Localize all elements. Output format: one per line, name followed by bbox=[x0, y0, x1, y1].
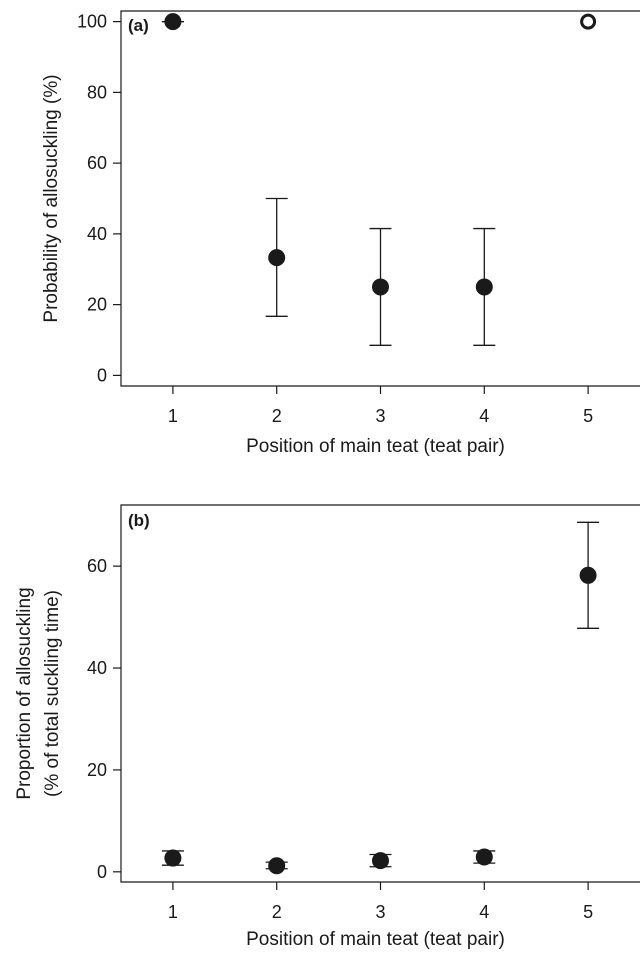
x-tick-label: 2 bbox=[272, 406, 282, 426]
y-tick-label: 20 bbox=[87, 760, 107, 780]
data-point bbox=[475, 278, 493, 296]
y-tick-label: 100 bbox=[77, 12, 107, 32]
x-tick-label: 1 bbox=[168, 406, 178, 426]
x-tick-label: 3 bbox=[375, 902, 385, 922]
y-axis-title: Probability of allosuckling (%) bbox=[41, 74, 62, 322]
y-tick-label: 60 bbox=[87, 556, 107, 576]
data-point bbox=[372, 852, 389, 870]
y-tick-label: 60 bbox=[87, 153, 107, 173]
data-point bbox=[268, 249, 286, 267]
x-tick-label: 2 bbox=[272, 902, 282, 922]
data-point-open bbox=[580, 13, 597, 30]
panel-label: (b) bbox=[128, 511, 150, 530]
x-tick-label: 5 bbox=[583, 406, 593, 426]
x-tick-label: 4 bbox=[479, 902, 489, 922]
x-tick-label: 3 bbox=[375, 406, 385, 426]
y-axis-title: (% of total suckling time) bbox=[42, 590, 63, 797]
y-tick-label: 0 bbox=[97, 862, 107, 882]
y-axis-title: Proportion of allosuckling bbox=[14, 587, 35, 799]
y-tick-label: 80 bbox=[87, 82, 107, 102]
x-tick-label: 5 bbox=[583, 902, 593, 922]
y-tick-label: 20 bbox=[87, 295, 107, 315]
data-point bbox=[268, 857, 286, 875]
y-tick-label: 0 bbox=[97, 365, 107, 385]
chart-panel-b: 0 20 40 60 1 2 3 4 5 Position of main teat (teat … bbox=[14, 504, 640, 950]
data-point bbox=[164, 13, 182, 31]
chart-panel-a: 0 20 40 60 80 100 1 2 3 4 5 Position of main teat (… bbox=[41, 10, 640, 457]
data-point bbox=[475, 848, 493, 866]
y-tick-label: 40 bbox=[87, 658, 107, 678]
x-tick-label: 4 bbox=[479, 406, 489, 426]
x-tick-label: 1 bbox=[168, 902, 178, 922]
plot-frame bbox=[120, 504, 640, 883]
panel-label: (a) bbox=[128, 16, 149, 35]
x-axis-title: Position of main teat (teat pair) bbox=[246, 436, 505, 457]
data-point bbox=[372, 278, 389, 296]
y-tick-label: 40 bbox=[87, 224, 107, 244]
data-point bbox=[164, 849, 182, 867]
x-axis-title: Position of main teat (teat pair) bbox=[246, 929, 505, 950]
data-point bbox=[579, 566, 597, 584]
